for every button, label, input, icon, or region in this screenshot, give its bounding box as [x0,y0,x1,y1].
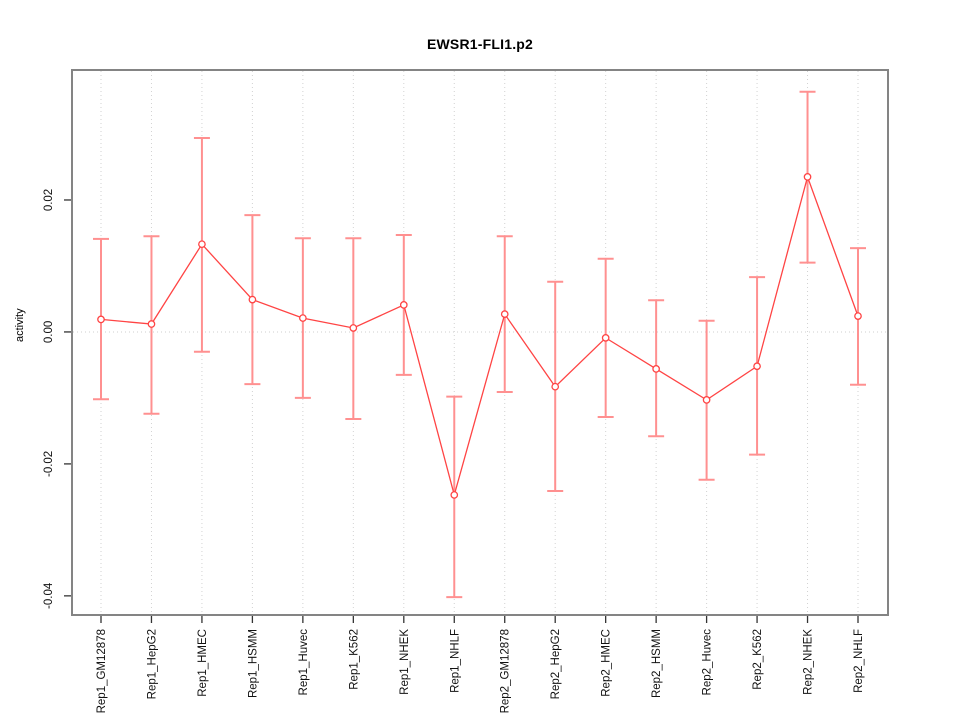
data-point-marker [450,491,459,499]
data-point-marker [349,324,358,332]
x-tick-label: Rep1_K562 [348,629,360,690]
x-tick-label: Rep1_NHEK [399,629,411,695]
y-tick-label: -0.02 [43,451,55,477]
data-point-marker [500,310,509,318]
x-tick-label: Rep2_GM12878 [500,629,512,713]
data-point-marker [147,320,156,328]
x-tick-label: Rep2_NHEK [803,629,815,695]
chart-title: EWSR1-FLI1.p2 [426,36,534,52]
y-tick-label: -0.04 [43,582,55,609]
data-point-marker [652,365,660,373]
data-point-marker [601,334,610,342]
data-point-marker [753,362,761,371]
x-tick-label: Rep2_K562 [752,629,764,690]
x-tick-label: Rep2_Huvec [702,629,714,696]
x-tick-label: Rep1_HSMM [247,629,259,698]
data-point-marker [198,240,206,249]
data-point-marker [551,382,560,391]
x-tick-label: Rep1_HMEC [197,629,209,697]
data-point-marker [248,295,257,304]
y-tick-label: 0.00 [43,321,55,343]
x-tick-label: Rep2_HepG2 [550,629,562,699]
data-point-marker [97,315,105,324]
x-tick-label: Rep1_HepG2 [146,629,158,699]
x-tick-label: Rep1_GM12878 [96,629,108,713]
x-tick-label: Rep1_Huvec [298,629,310,696]
y-tick-label: 0.02 [43,189,55,211]
y-axis-title: activity [14,308,26,342]
data-point-marker [399,301,408,309]
x-tick-label: Rep1_NHLF [449,629,461,693]
x-tick-label: Rep2_HSMM [651,629,663,698]
plot-border [71,69,889,616]
x-tick-label: Rep2_HMEC [601,629,613,697]
data-point-marker [299,314,307,322]
data-point-marker [803,173,812,181]
data-point-marker [702,396,711,404]
x-tick-label: Rep2_NHLF [853,629,865,693]
data-point-marker [854,312,862,320]
series-line [100,174,859,498]
